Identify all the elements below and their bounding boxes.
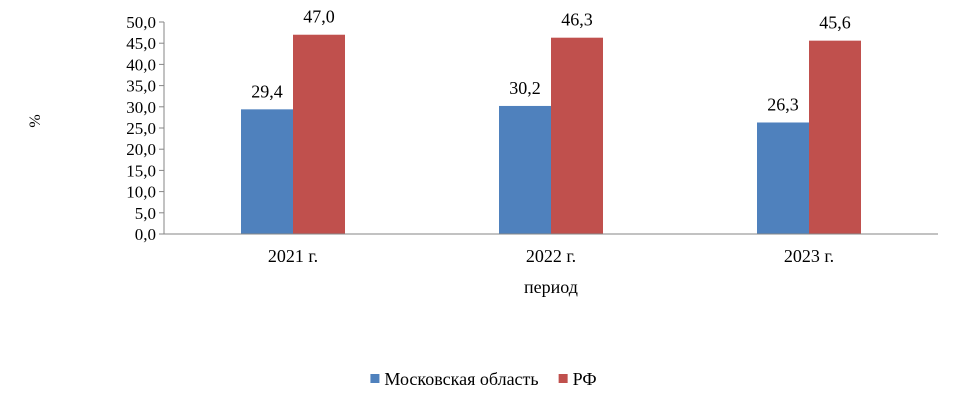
- y-tick-label: 30,0: [126, 98, 156, 117]
- data-labels: 29,4 47,0 30,2 46,3 26,3 45,6: [251, 7, 851, 115]
- x-axis-title: период: [524, 277, 578, 297]
- data-label: 45,6: [819, 13, 851, 33]
- y-axis: 0,0 5,0 10,0 15,0 20,0 25,0 30,0 35,0 40,0 45,0 50…: [126, 13, 165, 244]
- y-tick-label: 5,0: [135, 204, 156, 223]
- y-tick-label: 10,0: [126, 183, 156, 202]
- y-tick-label: 40,0: [126, 55, 156, 74]
- bar-moscow-region: [241, 109, 293, 234]
- legend-swatch: [558, 374, 568, 383]
- bar-russia: [551, 37, 603, 234]
- x-tick-label: 2023 г.: [784, 246, 834, 266]
- y-axis-title: %: [27, 114, 44, 127]
- y-tick-label: 35,0: [126, 77, 156, 96]
- data-label: 47,0: [303, 7, 335, 27]
- y-tick-label: 50,0: [126, 13, 156, 32]
- y-tick-label: 15,0: [126, 161, 156, 180]
- y-tick-label: 45,0: [126, 34, 156, 53]
- x-tick-label: 2021 г.: [268, 246, 318, 266]
- data-label: 29,4: [251, 81, 283, 101]
- x-axis: 2021 г. 2022 г. 2023 г.: [164, 233, 938, 266]
- legend-label: Московская область: [384, 369, 538, 389]
- y-tick-label: 20,0: [126, 140, 156, 159]
- y-tick-label: 25,0: [126, 119, 156, 138]
- bar-moscow-region: [757, 122, 809, 234]
- legend: Московская область РФ: [370, 369, 597, 389]
- data-label: 46,3: [561, 10, 593, 30]
- bar-russia: [293, 34, 345, 234]
- y-tick-label: 0,0: [135, 225, 156, 244]
- bar-moscow-region: [499, 105, 551, 235]
- legend-swatch: [370, 374, 380, 383]
- data-label: 30,2: [509, 78, 541, 98]
- x-tick-label: 2022 г.: [526, 246, 576, 266]
- legend-label: РФ: [573, 369, 597, 389]
- data-label: 26,3: [767, 94, 799, 114]
- bars: [241, 34, 861, 235]
- bar-russia: [809, 40, 861, 234]
